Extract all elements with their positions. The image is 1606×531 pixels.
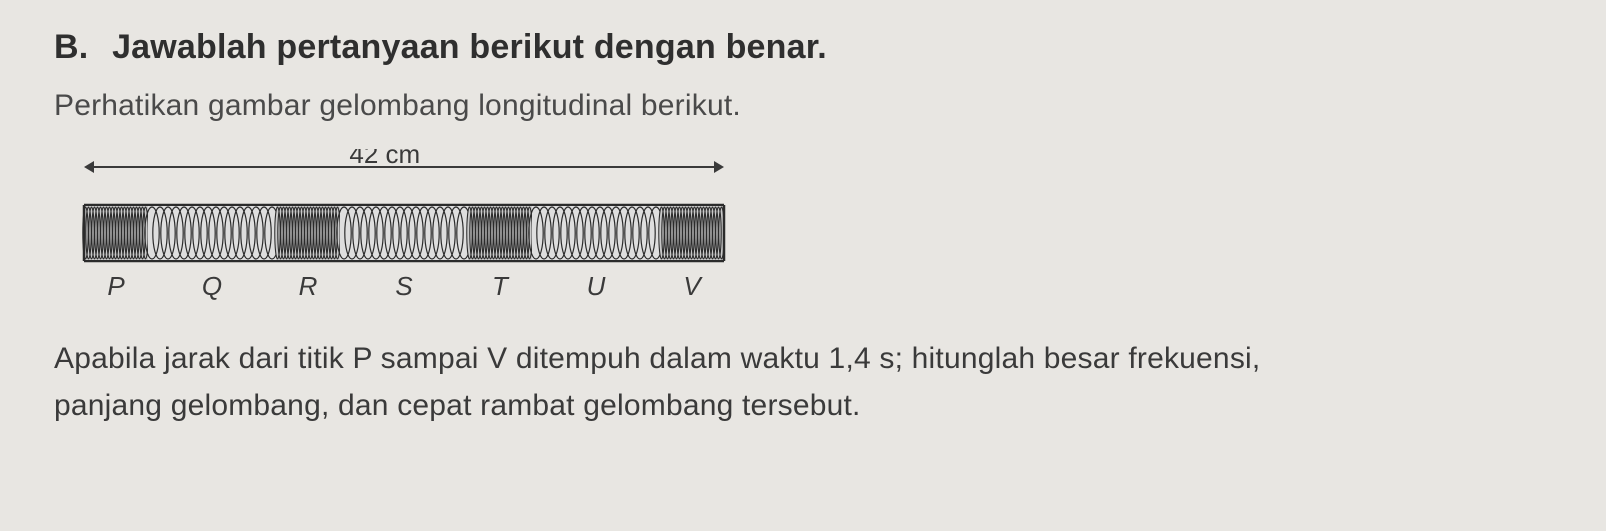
instruction-text: Perhatikan gambar gelombang longitudinal… <box>54 89 1566 123</box>
svg-text:42 cm: 42 cm <box>349 149 420 169</box>
svg-text:T: T <box>492 271 510 301</box>
svg-text:S: S <box>395 271 413 301</box>
svg-text:U: U <box>587 271 606 301</box>
wave-diagram: 42 cm P Q R S T U V <box>64 149 1566 312</box>
svg-text:P: P <box>107 271 125 301</box>
heading-text: Jawablah pertanyaan berikut dengan benar… <box>112 28 827 66</box>
svg-text:R: R <box>299 271 318 301</box>
section-heading: B. Jawablah pertanyaan berikut dengan be… <box>54 28 1566 67</box>
svg-text:Q: Q <box>202 271 222 301</box>
question-text: Apabila jarak dari titik P sampai V dite… <box>54 336 1566 429</box>
heading-marker: B. <box>54 28 88 66</box>
question-line-2: panjang gelombang, dan cepat rambat gelo… <box>54 389 861 422</box>
longitudinal-wave-svg: 42 cm P Q R S T U V <box>64 149 744 307</box>
svg-text:V: V <box>683 271 703 301</box>
question-line-1: Apabila jarak dari titik P sampai V dite… <box>54 342 1260 375</box>
